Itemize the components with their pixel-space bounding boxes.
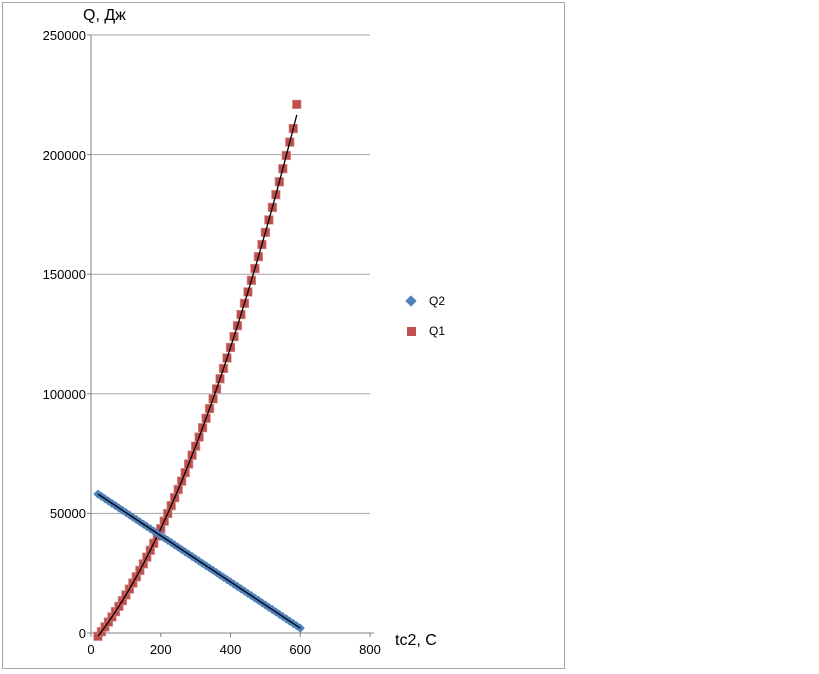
series-q2[interactable] [93,489,305,633]
y-tick-label: 50000 [49,506,86,522]
legend-label-q2: Q2 [429,294,446,308]
legend: Q2 Q1 [399,286,445,346]
trendline-q1[interactable] [97,114,298,637]
chart-frame[interactable]: Q, Дж tc2, C Q2 Q1 0 50000 100000 150000 200… [2,2,565,669]
x-tick-label: 200 [149,642,172,657]
x-tick-label: 400 [219,642,242,657]
y-tick-label: 0 [78,626,86,641]
plot-area [87,34,374,641]
y-tick-label: 200000 [42,147,86,163]
y-axis-title: Q, Дж [83,7,126,24]
y-tick-label: 250000 [42,28,86,43]
legend-item-q1[interactable]: Q1 [399,316,445,346]
trendline-q2[interactable] [97,493,301,629]
series-q1[interactable] [93,99,302,641]
x-axis-title: tc2, C [395,632,437,649]
legend-item-q2[interactable]: Q2 [399,286,445,316]
axes [87,34,374,637]
q1-marker [292,99,302,109]
y-tick-label: 150000 [42,267,86,283]
x-tick-label: 800 [359,642,381,657]
gridlines [91,34,370,514]
x-tick-label: 0 [87,642,95,657]
legend-label-q1: Q1 [429,324,446,338]
x-tick-label: 600 [289,642,312,657]
y-tick-label: 100000 [42,386,86,402]
q1-square-icon [399,326,423,336]
q2-diamond-icon [399,295,423,307]
